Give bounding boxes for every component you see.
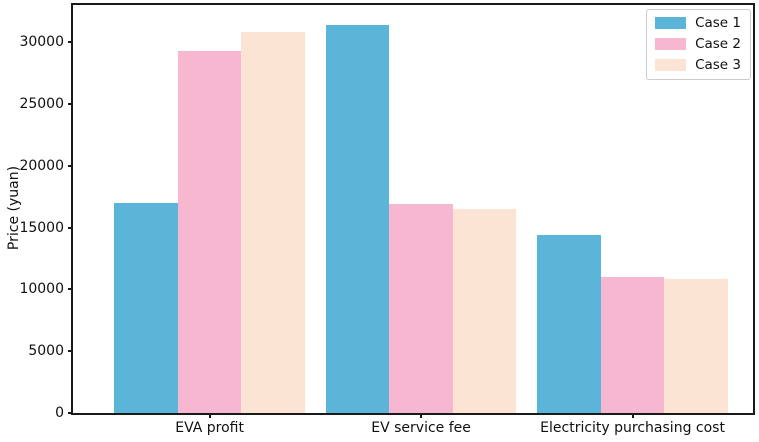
- y-tick-label: 5000: [28, 343, 64, 360]
- legend-swatch: [655, 17, 687, 30]
- bar-case1-group1: [114, 202, 178, 413]
- bar-case2-group3: [600, 277, 665, 413]
- legend-swatch: [655, 38, 687, 51]
- y-tick-mark: [68, 41, 73, 44]
- bar-case2-group2: [389, 204, 453, 413]
- y-tick-mark: [68, 164, 73, 167]
- y-tick-label: 20000: [19, 157, 64, 174]
- y-tick-mark: [68, 102, 73, 105]
- x-tick-mark: [420, 413, 423, 418]
- y-tick-mark: [68, 412, 73, 414]
- y-tick-label: 10000: [19, 281, 64, 298]
- bar-case1-group3: [537, 234, 601, 413]
- bar-case3-group1: [241, 32, 305, 413]
- bar-case3-group3: [664, 279, 728, 413]
- y-tick-label: 15000: [19, 219, 64, 236]
- x-tick-label: Electricity purchasing cost: [540, 420, 725, 436]
- legend-item-case1: Case 1: [655, 16, 741, 31]
- y-tick-label: 25000: [19, 95, 64, 112]
- y-tick-label: 0: [55, 405, 64, 421]
- legend-item-case3: Case 3: [655, 56, 741, 73]
- y-tick-label: 30000: [19, 34, 64, 51]
- x-tick-mark: [208, 413, 211, 418]
- bar-case1-group2: [325, 24, 390, 413]
- legend-item-case2: Case 2: [655, 35, 741, 52]
- y-axis-label: Price (yuan): [6, 165, 22, 251]
- legend: Case 1 Case 2 Case 3: [646, 9, 751, 80]
- plot-area: Case 1 Case 2 Case 3 0 5000 10000 15000 20000 2…: [19, 3, 755, 435]
- legend-label: Case 3: [695, 56, 741, 73]
- legend-label: Case 1: [695, 15, 741, 31]
- bar-case3-group2: [452, 209, 517, 413]
- y-tick-mark: [68, 226, 73, 229]
- legend-swatch: [655, 59, 687, 72]
- x-tick-mark: [631, 413, 634, 418]
- y-tick-mark: [68, 350, 73, 353]
- bar-case2-group1: [177, 50, 242, 413]
- x-tick-label: EVA profit: [175, 420, 244, 436]
- x-tick-label: EV service fee: [371, 420, 471, 436]
- legend-label: Case 2: [695, 35, 741, 52]
- y-tick-mark: [68, 288, 73, 291]
